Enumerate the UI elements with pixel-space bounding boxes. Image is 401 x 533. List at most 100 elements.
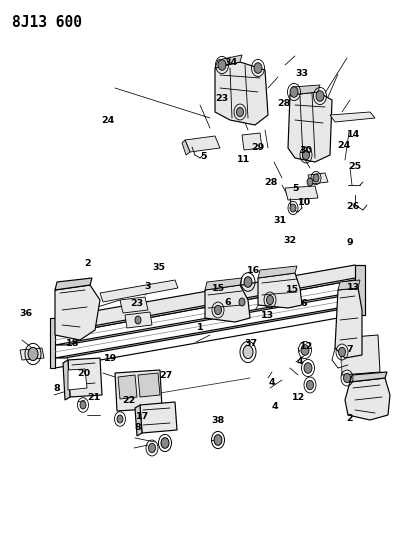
Text: 16: 16 xyxy=(246,266,259,275)
Circle shape xyxy=(160,438,168,448)
Text: 28: 28 xyxy=(277,99,290,108)
Polygon shape xyxy=(140,402,176,433)
Polygon shape xyxy=(50,318,55,368)
Polygon shape xyxy=(287,92,331,162)
Polygon shape xyxy=(120,297,148,313)
Text: 5: 5 xyxy=(291,184,298,193)
Polygon shape xyxy=(55,292,364,345)
Circle shape xyxy=(253,63,261,74)
Polygon shape xyxy=(55,265,364,333)
Polygon shape xyxy=(344,378,389,420)
Polygon shape xyxy=(215,62,267,125)
Text: 11: 11 xyxy=(237,156,250,164)
Text: 37: 37 xyxy=(243,340,257,348)
Text: 35: 35 xyxy=(152,263,165,271)
Circle shape xyxy=(289,204,295,212)
Text: 22: 22 xyxy=(122,396,136,405)
Circle shape xyxy=(242,345,252,359)
Text: 34: 34 xyxy=(224,58,237,67)
Polygon shape xyxy=(55,305,364,358)
Polygon shape xyxy=(118,375,137,399)
Text: 30: 30 xyxy=(299,146,312,155)
Text: 10: 10 xyxy=(297,198,310,207)
Text: 33: 33 xyxy=(295,69,308,77)
Circle shape xyxy=(266,295,273,305)
Polygon shape xyxy=(205,278,241,290)
Text: 31: 31 xyxy=(273,216,286,224)
Circle shape xyxy=(117,415,123,423)
Text: 23: 23 xyxy=(215,94,228,102)
Text: 4: 4 xyxy=(296,358,302,366)
Text: 13: 13 xyxy=(346,284,359,292)
Polygon shape xyxy=(100,280,178,302)
Polygon shape xyxy=(284,186,317,200)
Text: 6: 6 xyxy=(224,298,230,307)
Text: 6: 6 xyxy=(300,300,306,308)
Text: 1: 1 xyxy=(196,324,203,332)
Circle shape xyxy=(300,345,308,356)
Text: 12: 12 xyxy=(299,343,312,351)
Polygon shape xyxy=(68,358,102,397)
Polygon shape xyxy=(63,360,70,400)
Polygon shape xyxy=(289,85,319,95)
Polygon shape xyxy=(20,348,44,360)
Text: 9: 9 xyxy=(346,238,352,247)
Text: 18: 18 xyxy=(66,340,79,348)
Polygon shape xyxy=(55,285,100,340)
Text: 8: 8 xyxy=(53,384,60,393)
Text: 20: 20 xyxy=(77,369,91,377)
Polygon shape xyxy=(307,173,327,184)
Circle shape xyxy=(214,305,221,314)
Text: 38: 38 xyxy=(211,416,225,425)
Circle shape xyxy=(236,107,243,117)
Polygon shape xyxy=(184,136,219,152)
Text: 2: 2 xyxy=(346,414,352,423)
Polygon shape xyxy=(115,370,162,411)
Text: 4: 4 xyxy=(268,378,275,386)
Text: 19: 19 xyxy=(103,354,117,363)
Text: 5: 5 xyxy=(200,152,206,160)
Text: 24: 24 xyxy=(101,117,114,125)
Text: 7: 7 xyxy=(346,345,352,354)
Circle shape xyxy=(312,174,318,182)
Polygon shape xyxy=(182,140,190,155)
Polygon shape xyxy=(135,405,142,436)
Polygon shape xyxy=(349,372,386,382)
Text: 4: 4 xyxy=(271,402,277,411)
Polygon shape xyxy=(337,280,359,290)
Text: 3: 3 xyxy=(144,282,151,291)
Polygon shape xyxy=(334,288,361,358)
Text: 15: 15 xyxy=(211,285,225,293)
Text: 29: 29 xyxy=(251,143,264,151)
Polygon shape xyxy=(68,369,87,390)
Circle shape xyxy=(213,435,221,445)
Circle shape xyxy=(243,277,251,287)
Text: 2: 2 xyxy=(84,259,91,268)
Polygon shape xyxy=(125,312,152,328)
Circle shape xyxy=(148,443,155,453)
Text: 21: 21 xyxy=(87,393,100,402)
Circle shape xyxy=(80,401,86,409)
Polygon shape xyxy=(257,266,296,278)
Polygon shape xyxy=(55,278,364,333)
Text: 8J13 600: 8J13 600 xyxy=(12,15,82,30)
Circle shape xyxy=(217,60,225,70)
Circle shape xyxy=(289,87,297,98)
Circle shape xyxy=(28,348,38,361)
Circle shape xyxy=(342,373,350,383)
Text: 15: 15 xyxy=(286,286,299,294)
Polygon shape xyxy=(339,335,379,375)
Circle shape xyxy=(306,381,313,390)
Polygon shape xyxy=(241,133,261,150)
Circle shape xyxy=(338,348,344,357)
Text: 8: 8 xyxy=(134,423,141,432)
Circle shape xyxy=(302,150,309,160)
Polygon shape xyxy=(55,278,92,290)
Text: 28: 28 xyxy=(263,178,277,187)
Text: 26: 26 xyxy=(346,202,359,211)
Polygon shape xyxy=(257,273,301,308)
Text: 32: 32 xyxy=(283,236,296,245)
Polygon shape xyxy=(215,55,241,68)
Circle shape xyxy=(239,298,244,306)
Text: 36: 36 xyxy=(19,310,32,318)
